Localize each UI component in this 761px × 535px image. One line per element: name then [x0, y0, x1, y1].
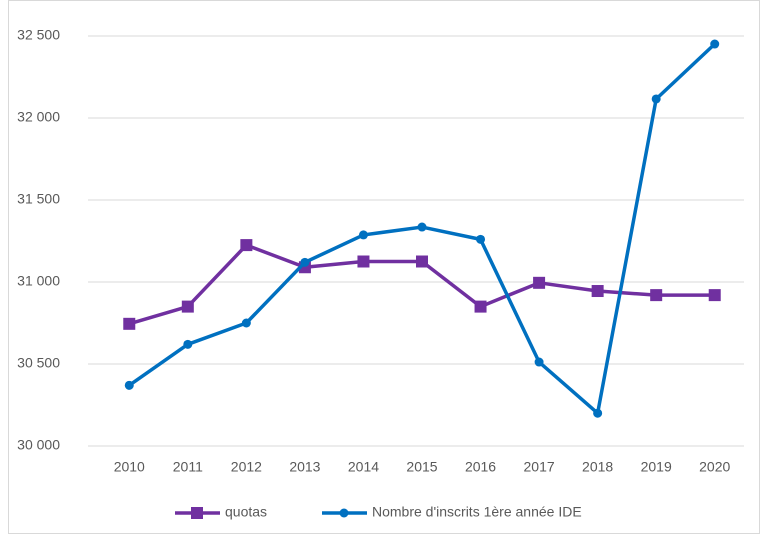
data-point — [710, 39, 720, 49]
data-point — [416, 255, 428, 268]
data-point — [651, 94, 661, 104]
x-tick-label: 2017 — [524, 459, 555, 475]
x-tick-label: 2012 — [231, 459, 262, 475]
data-point — [474, 300, 487, 313]
data-point — [650, 289, 663, 302]
data-point — [181, 300, 194, 313]
data-point — [241, 318, 251, 328]
data-point — [708, 289, 721, 302]
legend-label: Nombre d'inscrits 1ère année IDE — [372, 504, 582, 520]
y-tick-label: 30 500 — [17, 355, 60, 371]
data-point — [533, 276, 546, 289]
data-point — [476, 234, 486, 244]
x-tick-label: 2013 — [289, 459, 320, 475]
data-point — [240, 239, 253, 252]
data-point — [591, 285, 604, 298]
data-point — [124, 380, 134, 390]
x-tick-label: 2015 — [406, 459, 437, 475]
data-point — [357, 255, 370, 268]
data-point — [300, 257, 310, 267]
x-tick-label: 2010 — [114, 459, 145, 475]
x-tick-label: 2019 — [641, 459, 672, 475]
x-tick-label: 2014 — [348, 459, 379, 475]
data-point — [534, 357, 544, 367]
data-point — [123, 317, 136, 330]
data-point — [183, 339, 193, 349]
legend-label: quotas — [225, 504, 267, 520]
y-tick-label: 31 000 — [17, 273, 60, 289]
y-tick-label: 31 500 — [17, 191, 60, 207]
y-tick-label: 32 500 — [17, 27, 60, 43]
y-tick-label: 30 000 — [17, 437, 60, 453]
x-tick-label: 2020 — [699, 459, 730, 475]
chart-frame — [8, 0, 760, 534]
x-tick-label: 2011 — [173, 459, 203, 475]
data-point — [358, 230, 368, 240]
x-tick-label: 2018 — [582, 459, 613, 475]
x-tick-label: 2016 — [465, 459, 496, 475]
y-tick-label: 32 000 — [17, 109, 60, 125]
legend-marker — [191, 507, 203, 519]
data-point — [417, 222, 427, 232]
data-point — [593, 408, 603, 418]
legend-marker — [339, 508, 349, 518]
